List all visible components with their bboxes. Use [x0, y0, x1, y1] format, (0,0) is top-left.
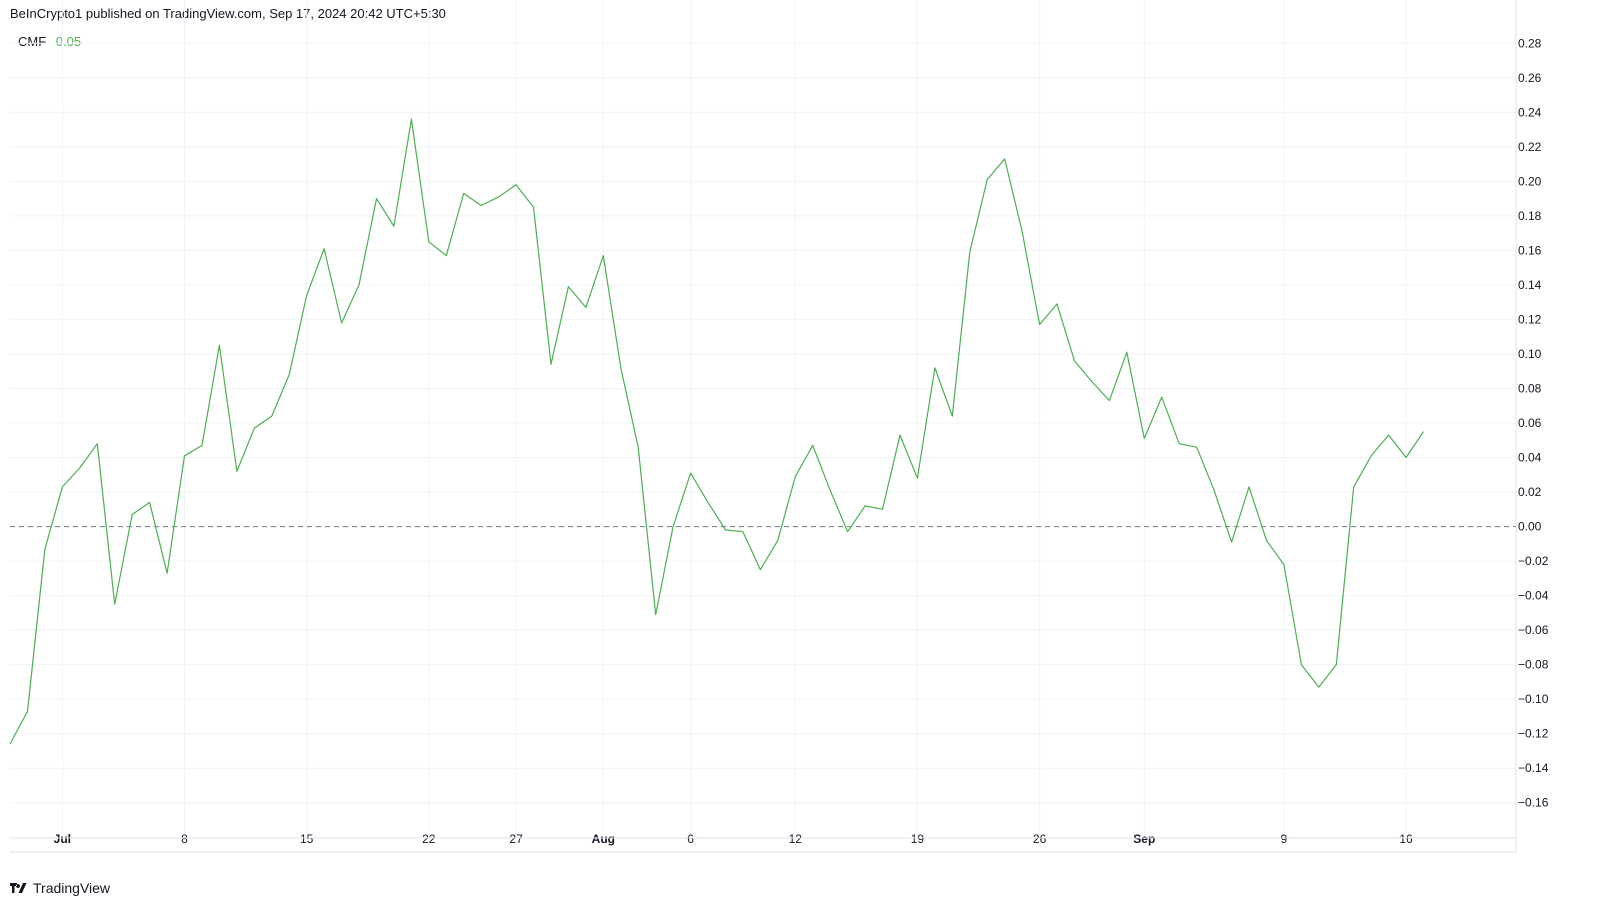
x-tick-label: 6: [687, 832, 694, 846]
y-tick-label: 0.04: [1518, 451, 1542, 465]
y-tick-label: −0.14: [1518, 761, 1549, 775]
footer-branding: TradingView: [10, 880, 110, 896]
x-tick-label: Aug: [592, 832, 615, 846]
y-tick-label: 0.06: [1518, 416, 1542, 430]
cmf-chart[interactable]: 0.28 0.26 0.24 0.22 0.20 0.18 0.16 0.14 0.12 0.10…: [0, 0, 1600, 880]
tradingview-logo-icon: [10, 883, 27, 893]
x-tick-label: 15: [300, 832, 314, 846]
y-tick-label: −0.04: [1518, 589, 1549, 603]
brand-name: TradingView: [33, 880, 111, 896]
x-tick-label: Jul: [54, 832, 71, 846]
y-tick-label: 0.00: [1518, 520, 1542, 534]
y-tick-label: −0.10: [1518, 692, 1549, 706]
x-tick-label: Sep: [1133, 832, 1155, 846]
y-tick-label: 0.18: [1518, 209, 1542, 223]
y-tick-label: 0.16: [1518, 243, 1542, 257]
y-tick-label: 0.02: [1518, 485, 1542, 499]
cmf-series-line: [9, 118, 1424, 745]
x-tick-label: 9: [1281, 832, 1288, 846]
y-tick-label: 0.24: [1518, 105, 1542, 119]
x-tick-label: 22: [422, 832, 436, 846]
y-tick-label: −0.06: [1518, 623, 1549, 637]
y-tick-label: 0.26: [1518, 71, 1542, 85]
y-tick-label: 0.08: [1518, 381, 1542, 395]
y-tick-label: −0.02: [1518, 554, 1549, 568]
x-tick-label: 26: [1033, 832, 1047, 846]
x-tick-label: 8: [181, 832, 188, 846]
indicator-name: CMF: [18, 34, 47, 49]
y-tick-label: 0.14: [1518, 278, 1542, 292]
x-tick-label: 19: [911, 832, 925, 846]
x-tick-label: 16: [1399, 832, 1413, 846]
y-tick-label: 0.10: [1518, 347, 1542, 361]
y-tick-label: 0.28: [1518, 36, 1542, 50]
y-tick-label: −0.08: [1518, 658, 1549, 672]
y-tick-label: 0.20: [1518, 174, 1542, 188]
y-tick-label: −0.12: [1518, 727, 1549, 741]
y-tick-label: 0.12: [1518, 312, 1542, 326]
publish-info: BeInCrypto1 published on TradingView.com…: [10, 6, 446, 21]
y-tick-label: −0.16: [1518, 796, 1549, 810]
y-tick-label: 0.22: [1518, 140, 1542, 154]
x-tick-label: 12: [789, 832, 803, 846]
x-tick-label: 27: [509, 832, 523, 846]
